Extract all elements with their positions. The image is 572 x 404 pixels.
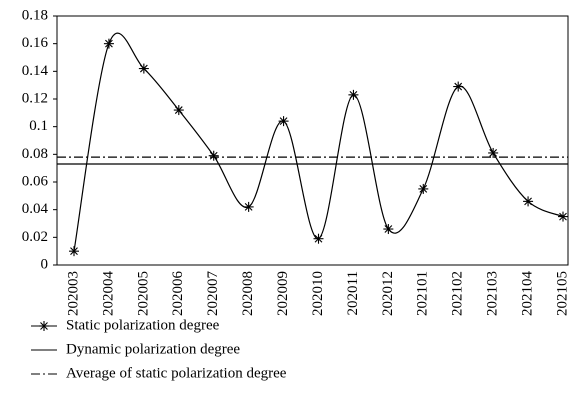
point-marker bbox=[173, 105, 184, 116]
x-tick-label: 202004 bbox=[100, 271, 116, 317]
point-marker bbox=[418, 183, 429, 194]
marker-stroke bbox=[419, 185, 428, 193]
x-tick-label: 202006 bbox=[170, 271, 186, 317]
x-tick-label: 202102 bbox=[450, 271, 466, 316]
x-tick-label: 202009 bbox=[275, 271, 291, 316]
legend-label: Dynamic polarization degree bbox=[66, 341, 240, 357]
y-tick-label: 0.12 bbox=[22, 90, 48, 106]
point-marker bbox=[453, 81, 464, 92]
plot-frame bbox=[56, 15, 569, 266]
x-tick-label: 202101 bbox=[415, 271, 431, 316]
y-tick-label: 0.16 bbox=[22, 35, 49, 51]
y-tick-label: 0.02 bbox=[22, 229, 48, 245]
marker-stroke bbox=[70, 247, 78, 256]
series-line bbox=[73, 32, 564, 252]
marker-stroke bbox=[174, 106, 183, 114]
marker-stroke bbox=[489, 149, 498, 157]
marker-stroke bbox=[139, 64, 148, 73]
point-marker bbox=[69, 246, 79, 257]
marker-stroke bbox=[349, 90, 358, 99]
marker-stroke bbox=[384, 225, 393, 233]
x-tick-label: 202010 bbox=[310, 271, 326, 316]
legend-label: Static polarization degree bbox=[66, 317, 220, 333]
marker-stroke bbox=[209, 151, 218, 160]
point-marker bbox=[523, 196, 534, 207]
marker-stroke bbox=[244, 203, 253, 211]
x-tick-label: 202104 bbox=[520, 271, 536, 317]
point-marker bbox=[488, 147, 499, 158]
x-tick-label: 202007 bbox=[205, 271, 221, 317]
point-marker bbox=[243, 201, 254, 212]
point-marker bbox=[383, 224, 394, 235]
point-marker bbox=[138, 63, 149, 74]
y-tick-label: 0.04 bbox=[22, 201, 49, 217]
y-tick-label: 0.14 bbox=[22, 63, 49, 79]
marker-stroke bbox=[559, 212, 567, 221]
x-tick-label: 202005 bbox=[135, 271, 151, 316]
marker-stroke bbox=[279, 117, 288, 126]
marker-stroke bbox=[314, 234, 323, 243]
x-tick-label: 202105 bbox=[554, 271, 570, 316]
point-marker bbox=[348, 89, 359, 100]
x-tick-label: 202012 bbox=[380, 271, 396, 316]
y-tick-label: 0.18 bbox=[22, 7, 48, 23]
y-tick-label: 0.1 bbox=[29, 118, 48, 134]
y-tick-label: 0 bbox=[41, 256, 49, 272]
marker-stroke bbox=[454, 82, 463, 91]
point-marker bbox=[103, 38, 114, 49]
marker-stroke bbox=[40, 322, 48, 330]
x-tick-label: 202011 bbox=[345, 271, 361, 315]
point-marker bbox=[313, 233, 324, 244]
marker-stroke bbox=[105, 39, 113, 48]
point-marker bbox=[208, 150, 219, 161]
x-tick-label: 202103 bbox=[485, 271, 501, 316]
marker-stroke bbox=[524, 197, 532, 206]
legend-marker bbox=[39, 321, 49, 331]
x-tick-label: 202003 bbox=[65, 271, 81, 316]
legend-label: Average of static polarization degree bbox=[66, 365, 287, 381]
y-tick-label: 0.08 bbox=[22, 146, 48, 162]
x-tick-label: 202008 bbox=[240, 271, 256, 316]
y-tick-label: 0.06 bbox=[22, 173, 49, 189]
point-marker bbox=[558, 211, 568, 222]
point-marker bbox=[278, 116, 289, 127]
